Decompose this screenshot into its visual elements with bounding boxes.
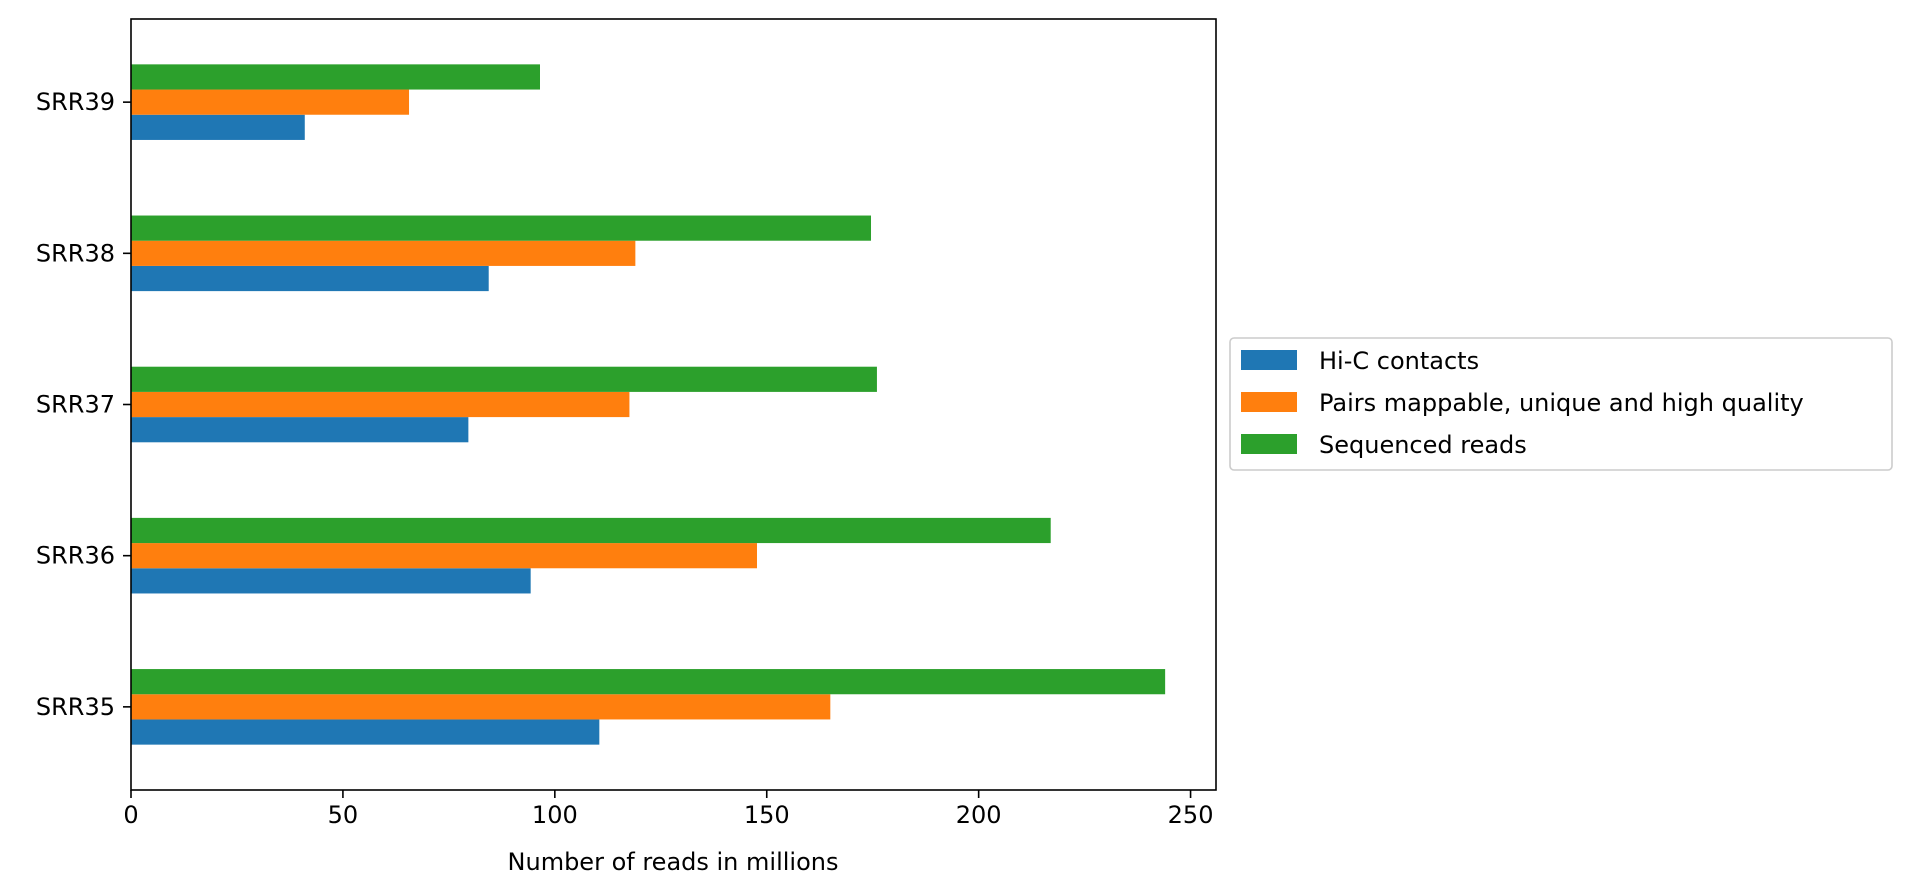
bar-srr38-series-1: [131, 265, 489, 292]
bar-srr35-series-1: [131, 719, 600, 745]
bar-srr37-series-2: [131, 391, 630, 418]
bars-layer: [131, 64, 1166, 745]
y-tick-label-srr35: SRR35: [36, 693, 115, 721]
bar-srr39-series-2: [131, 89, 410, 115]
x-tick-label: 150: [744, 801, 790, 829]
legend-swatch-3: [1241, 434, 1297, 454]
bar-srr37-series-1: [131, 417, 469, 443]
legend: Hi-C contacts Pairs mappable, unique and …: [1229, 337, 1893, 471]
y-tick-label-srr39: SRR39: [36, 88, 115, 116]
bar-srr38-series-2: [131, 240, 636, 266]
legend-swatch-2: [1241, 392, 1297, 412]
bar-srr36-series-2: [131, 543, 757, 569]
bar-srr35-series-2: [131, 694, 831, 720]
x-axis: 0 50 100 150 200 250: [123, 790, 1213, 829]
bar-srr38-series-3: [131, 215, 872, 241]
x-tick-label: 0: [123, 801, 138, 829]
bar-srr35-series-3: [131, 669, 1166, 695]
x-tick-label: 50: [328, 801, 359, 829]
y-tick-label-srr38: SRR38: [36, 239, 115, 267]
x-tick-label: 100: [532, 801, 578, 829]
legend-swatch-1: [1241, 350, 1297, 370]
y-tick-label-srr36: SRR36: [36, 542, 115, 570]
y-axis: SRR35 SRR36 SRR37 SRR38 SRR39: [36, 88, 131, 721]
x-axis-label: Number of reads in millions: [508, 848, 839, 876]
legend-box: [1229, 337, 1893, 471]
legend-label-3: Sequenced reads: [1319, 431, 1527, 459]
x-tick-label: 250: [1168, 801, 1214, 829]
x-tick-label: 200: [956, 801, 1002, 829]
bar-srr37-series-3: [131, 366, 877, 392]
y-tick-label-srr37: SRR37: [36, 391, 115, 419]
bar-srr36-series-3: [131, 517, 1051, 544]
legend-label-1: Hi-C contacts: [1319, 347, 1479, 375]
bar-srr36-series-1: [131, 568, 531, 594]
legend-label-2: Pairs mappable, unique and high quality: [1319, 389, 1804, 417]
bar-srr39-series-3: [131, 64, 540, 90]
bar-srr39-series-1: [131, 114, 305, 140]
